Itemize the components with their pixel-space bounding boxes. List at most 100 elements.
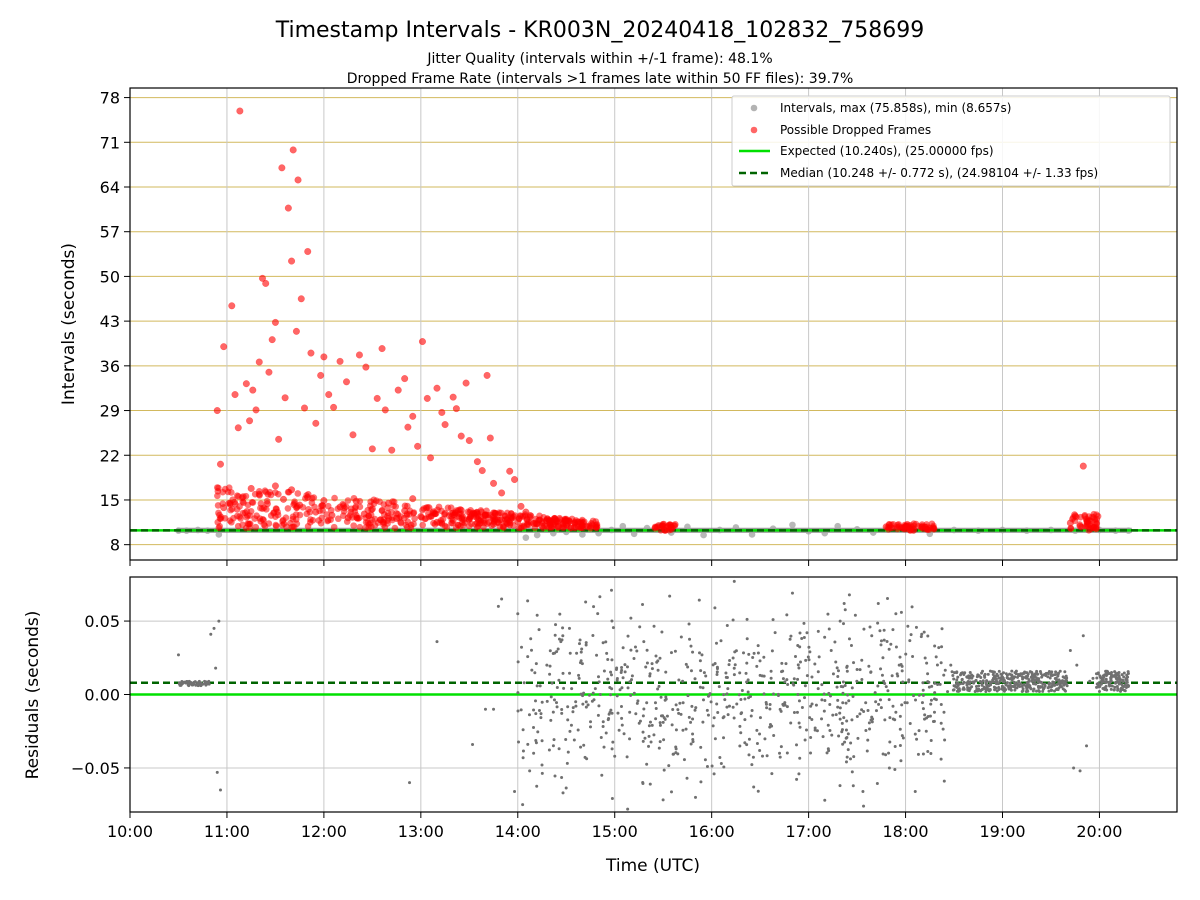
dropped-frame-marker bbox=[364, 506, 372, 514]
residual-point bbox=[657, 684, 661, 688]
legend-gray-marker bbox=[750, 104, 758, 112]
residual-point bbox=[596, 713, 600, 717]
residual-point bbox=[569, 723, 573, 727]
residual-point bbox=[648, 720, 652, 724]
residual-point bbox=[609, 673, 613, 677]
residual-point bbox=[847, 699, 851, 703]
residual-point bbox=[725, 705, 729, 709]
dropped-frame-marker bbox=[294, 176, 302, 184]
residual-point bbox=[687, 622, 691, 626]
dropped-frame-marker bbox=[407, 524, 415, 532]
residual-point bbox=[896, 674, 900, 678]
residual-point bbox=[610, 796, 614, 800]
residual-point bbox=[718, 755, 722, 759]
residual-point bbox=[648, 674, 652, 678]
dropped-frame-marker bbox=[323, 511, 331, 518]
residual-point bbox=[747, 737, 751, 741]
residual-point bbox=[654, 717, 658, 721]
residual-point bbox=[956, 675, 960, 679]
residual-point bbox=[1088, 679, 1092, 683]
residual-point bbox=[1030, 671, 1034, 675]
residual-point bbox=[199, 683, 203, 687]
residual-point bbox=[553, 774, 557, 778]
residual-point bbox=[1124, 677, 1128, 681]
dropped-frame-marker bbox=[510, 521, 517, 529]
residual-point bbox=[519, 708, 523, 712]
residual-point bbox=[684, 727, 688, 731]
residual-point bbox=[809, 736, 813, 740]
residual-point bbox=[581, 702, 585, 706]
dropped-frame-marker bbox=[307, 349, 315, 357]
dropped-frame-marker bbox=[304, 247, 312, 256]
residual-point bbox=[847, 637, 851, 641]
residual-point bbox=[1055, 687, 1059, 691]
residual-point bbox=[855, 679, 859, 683]
residual-point bbox=[783, 701, 787, 705]
residual-point bbox=[949, 663, 953, 667]
dropped-frame-marker bbox=[473, 458, 481, 466]
residual-point bbox=[645, 701, 649, 705]
residual-point bbox=[1062, 682, 1066, 686]
residual-point bbox=[632, 657, 636, 661]
residual-point bbox=[893, 767, 897, 771]
interval-marker bbox=[522, 534, 530, 541]
residual-point bbox=[807, 658, 811, 662]
residual-point bbox=[1109, 675, 1113, 679]
residual-point bbox=[706, 694, 710, 698]
residual-point bbox=[874, 709, 878, 713]
residual-point bbox=[953, 671, 957, 675]
residual-point bbox=[1091, 676, 1095, 680]
residual-point bbox=[545, 663, 549, 667]
residual-point bbox=[731, 656, 735, 660]
residual-point bbox=[689, 644, 693, 648]
residual-point bbox=[779, 709, 783, 713]
dropped-frame-marker bbox=[284, 505, 292, 512]
residuals-x-tick-label: 18:00 bbox=[883, 822, 929, 841]
dropped-frame-marker bbox=[575, 523, 582, 530]
residual-point bbox=[579, 692, 583, 696]
intervals-panel: 8 15 22 29 36 43 50 57 64 71 78 Intervals (seconds… bbox=[59, 87, 1178, 566]
residual-point bbox=[898, 655, 902, 659]
residual-point bbox=[813, 662, 817, 666]
residual-point bbox=[635, 701, 639, 705]
residual-point bbox=[743, 741, 747, 745]
dropped-frame-marker bbox=[368, 445, 376, 453]
residual-point bbox=[1078, 769, 1082, 773]
residual-point bbox=[584, 641, 588, 645]
residual-point bbox=[806, 655, 810, 659]
residual-point bbox=[540, 700, 544, 704]
residual-point bbox=[974, 684, 978, 688]
dropped-frame-marker bbox=[216, 460, 225, 468]
residual-point bbox=[714, 641, 718, 645]
residual-point bbox=[605, 651, 609, 655]
residual-point bbox=[1047, 685, 1051, 689]
residual-point bbox=[679, 712, 683, 716]
residual-point bbox=[940, 645, 944, 649]
residual-point bbox=[792, 710, 796, 714]
residual-point bbox=[549, 695, 553, 699]
residual-point bbox=[934, 655, 938, 659]
residual-point bbox=[841, 680, 845, 684]
dropped-frame-marker bbox=[349, 431, 357, 439]
dropped-frame-marker bbox=[422, 515, 430, 522]
residual-point bbox=[867, 721, 871, 725]
residual-point bbox=[822, 692, 826, 696]
residual-point bbox=[722, 693, 726, 697]
residual-point bbox=[565, 761, 569, 765]
residual-point bbox=[674, 728, 678, 732]
residual-point bbox=[878, 629, 882, 633]
residual-point bbox=[773, 631, 777, 635]
residual-point bbox=[763, 737, 767, 741]
residual-point bbox=[1126, 672, 1130, 676]
residual-point bbox=[598, 595, 602, 599]
dropped-frame-marker bbox=[325, 391, 333, 399]
dropped-frame-marker bbox=[409, 412, 417, 420]
residual-point bbox=[765, 754, 769, 758]
residual-point bbox=[942, 779, 946, 783]
residual-point bbox=[740, 711, 744, 715]
residual-point bbox=[614, 668, 618, 672]
residual-point bbox=[808, 716, 812, 720]
chart-subtitle-2: Dropped Frame Rate (intervals >1 frames … bbox=[347, 71, 854, 87]
residual-point bbox=[858, 712, 862, 716]
residual-point bbox=[956, 681, 960, 685]
